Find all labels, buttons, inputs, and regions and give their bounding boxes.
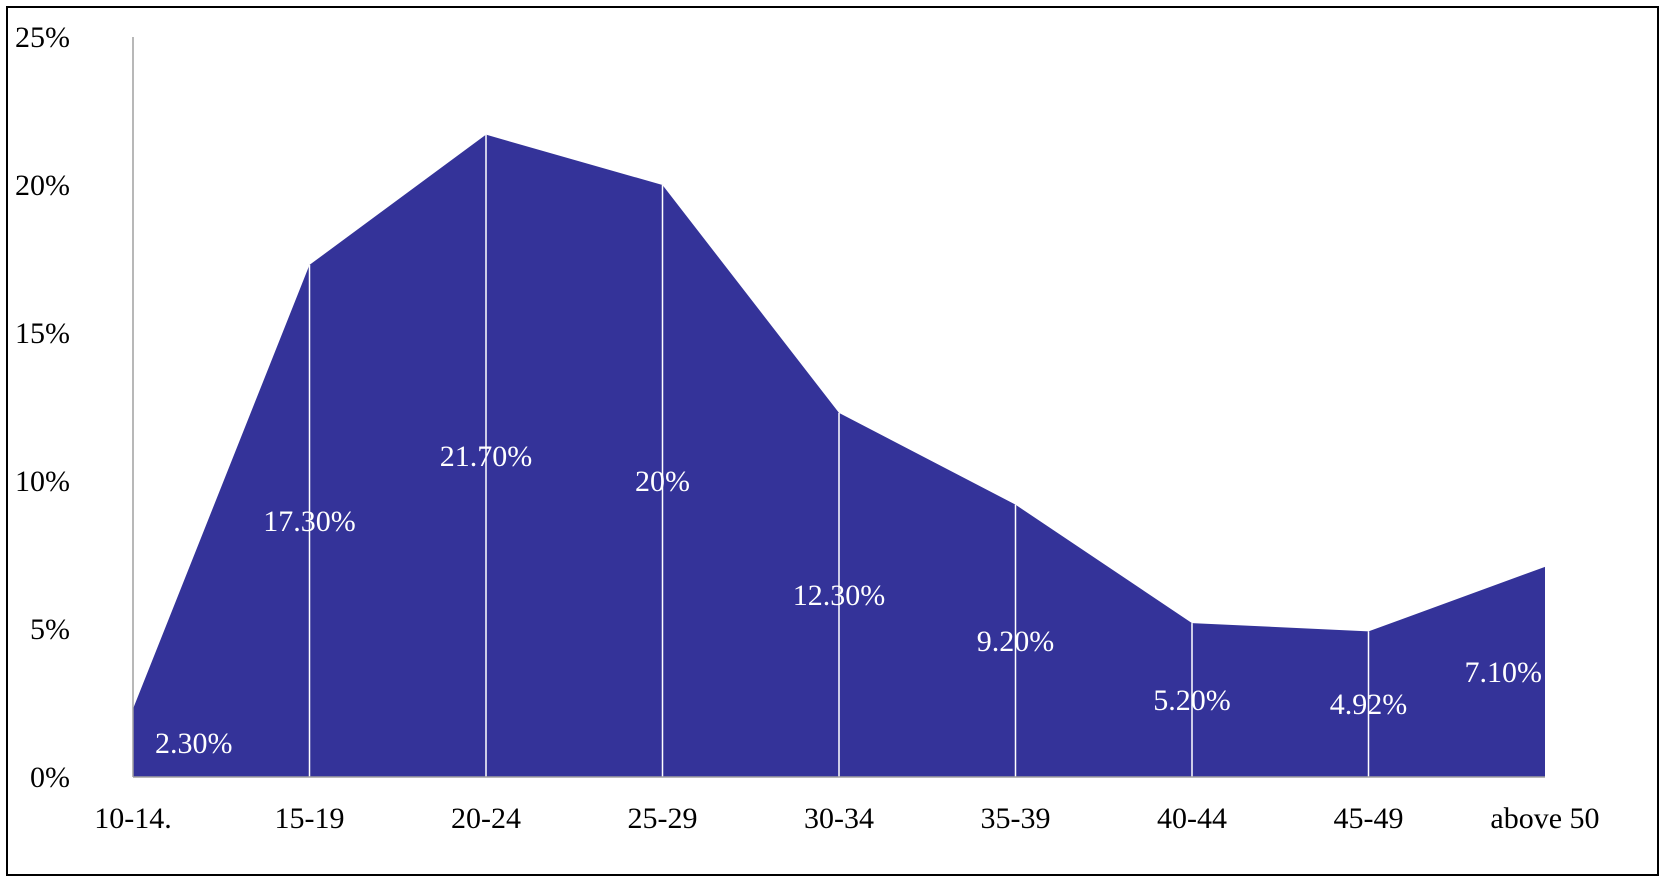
x-tick-label: 10-14. [94, 802, 172, 835]
y-tick-label: 5% [30, 613, 70, 646]
data-label: 7.10% [1465, 656, 1543, 689]
axis-layer [132, 37, 1545, 778]
x-tick-label: 20-24 [451, 802, 521, 835]
x-tick-label: above 50 [1490, 802, 1599, 835]
data-label: 21.70% [440, 440, 533, 473]
y-tick-label: 25% [15, 21, 70, 54]
x-tick-label: 40-44 [1157, 802, 1227, 835]
y-tick-label: 10% [15, 465, 70, 498]
x-tick-label: 15-19 [275, 802, 345, 835]
x-tick-label: 25-29 [628, 802, 698, 835]
data-label-layer: 2.30% 17.30% 21.70% 20% 12.30% 9.20% 5.20% 4.92… [155, 440, 1542, 760]
category-divider-layer [308, 134, 1370, 777]
y-tick-label: 15% [15, 317, 70, 350]
x-tick-label: 30-34 [804, 802, 874, 835]
x-axis-tick-labels: 10-14. 15-19 20-24 25-29 30-34 35-39 40-44 45-4… [94, 802, 1599, 835]
y-tick-label: 20% [15, 169, 70, 202]
x-tick-label: 45-49 [1334, 802, 1404, 835]
data-label: 2.30% [155, 727, 233, 760]
x-tick-label: 35-39 [981, 802, 1051, 835]
y-tick-label: 0% [30, 761, 70, 794]
data-label: 4.92% [1330, 688, 1408, 721]
data-label: 20% [635, 465, 690, 498]
y-axis-tick-labels: 0% 5% 10% 15% 20% 25% [15, 21, 70, 794]
data-label: 12.30% [793, 579, 886, 612]
data-label: 17.30% [263, 505, 356, 538]
data-label: 5.20% [1153, 684, 1231, 717]
data-label: 9.20% [977, 625, 1055, 658]
